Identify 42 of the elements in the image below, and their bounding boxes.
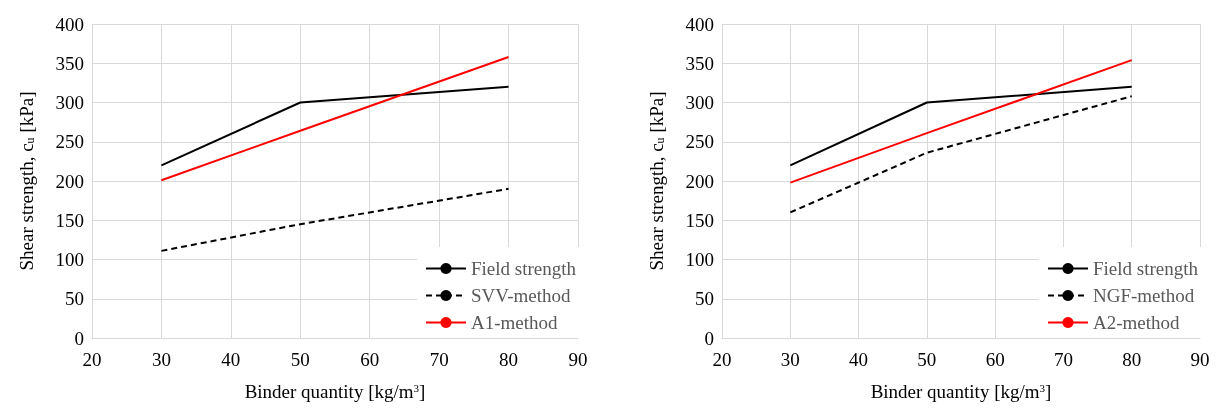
- x-tick-label: 50: [917, 349, 937, 370]
- legend-label: A2-method: [1092, 312, 1181, 333]
- x-tick-label: 20: [82, 349, 102, 370]
- y-tick-label: 400: [685, 13, 714, 35]
- y-tick-label: 200: [685, 170, 714, 192]
- y-tick-label: 0: [704, 327, 714, 349]
- legend-label: NGF-method: [1092, 285, 1195, 306]
- legend-label: A1-method: [470, 312, 559, 333]
- y-tick-label: 350: [685, 52, 714, 74]
- legend-label: Field strength: [470, 258, 577, 279]
- y-tick-label: 100: [685, 249, 714, 270]
- y-tick-label: 50: [695, 288, 714, 310]
- y-tick-label: 250: [55, 131, 84, 153]
- x-tick-label: 90: [568, 349, 588, 370]
- y-axis-title: Shear strength, cu [kPa]: [15, 91, 37, 271]
- y-tick-label: 150: [685, 209, 714, 231]
- legend-label: Field strength: [1092, 258, 1199, 279]
- x-tick-label: 30: [151, 349, 171, 370]
- y-tick-label: 400: [55, 13, 84, 35]
- x-tick-label: 40: [849, 349, 869, 370]
- y-tick-label: 300: [55, 92, 84, 113]
- y-tick-label: 250: [685, 131, 714, 153]
- x-tick-label: 30: [780, 349, 800, 370]
- y-tick-label: 150: [55, 209, 84, 231]
- x-tick-label: 90: [1190, 349, 1210, 370]
- x-tick-label: 60: [360, 349, 380, 370]
- x-tick-label: 70: [1053, 349, 1073, 370]
- x-tick-label: 50: [290, 349, 310, 370]
- y-tick-label: 200: [55, 170, 84, 192]
- x-tick-label: 80: [499, 349, 519, 370]
- legend-label: SVV-method: [470, 285, 572, 306]
- y-tick-label: 350: [55, 52, 84, 74]
- y-tick-label: 50: [65, 288, 84, 310]
- y-tick-label: 0: [74, 327, 84, 349]
- y-axis-title: Shear strength, cu [kPa]: [645, 91, 667, 271]
- x-tick-label: 40: [221, 349, 241, 370]
- y-tick-label: 100: [55, 249, 84, 270]
- x-tick-label: 60: [985, 349, 1005, 370]
- x-tick-label: 70: [429, 349, 449, 370]
- x-tick-label: 80: [1122, 349, 1142, 370]
- y-tick-label: 300: [685, 92, 714, 113]
- x-tick-label: 20: [712, 349, 732, 370]
